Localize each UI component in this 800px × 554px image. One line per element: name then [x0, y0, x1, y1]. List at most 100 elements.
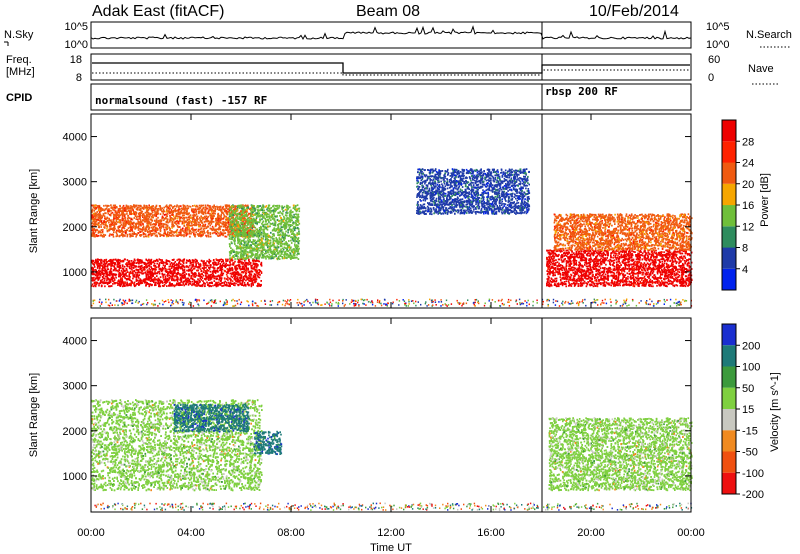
- echo-cell: [167, 260, 170, 263]
- echo-cell: [136, 233, 138, 236]
- echo-cell: [95, 260, 97, 263]
- echo-cell: [258, 271, 260, 274]
- echo-cell: [201, 277, 204, 280]
- echo-cell: [191, 261, 193, 264]
- echo-cell: [128, 229, 131, 232]
- noise-right-tick-top: 10^5: [706, 21, 730, 33]
- echo-cell: [268, 239, 271, 242]
- echo-cell: [126, 229, 128, 231]
- echo-cell: [178, 231, 180, 234]
- echo-cell: [168, 234, 170, 236]
- echo-cell: [149, 277, 152, 280]
- echo-cell: [146, 210, 148, 212]
- echo-cell: [231, 267, 233, 270]
- echo-cell: [110, 222, 112, 225]
- echo-cell: [145, 265, 147, 267]
- echo-cell: [207, 278, 209, 280]
- echo-cell: [121, 280, 123, 283]
- echo-cell: [214, 231, 217, 234]
- echo-cell: [206, 276, 209, 279]
- echo-cell: [118, 220, 120, 223]
- echo-cell: [208, 285, 211, 288]
- echo-cell: [151, 214, 154, 217]
- echo-cell: [147, 235, 150, 238]
- echo-cell: [240, 219, 243, 222]
- echo-cell: [121, 210, 124, 212]
- echo-cell: [146, 207, 149, 210]
- echo-cell: [117, 284, 119, 286]
- echo-cell: [102, 233, 105, 236]
- echo-cell: [226, 222, 228, 224]
- echo-cell: [286, 244, 289, 247]
- echo-cell: [206, 217, 208, 220]
- echo-cell: [92, 212, 95, 215]
- echo-cell: [210, 266, 212, 268]
- echo-cell: [140, 228, 142, 231]
- echo-cell: [235, 264, 237, 267]
- echo-cell: [146, 206, 149, 209]
- echo-cell: [229, 220, 232, 223]
- echo-cell: [154, 283, 156, 285]
- echo-cell: [116, 212, 118, 215]
- echo-cell: [200, 284, 202, 287]
- echo-cell: [126, 281, 128, 284]
- echo-cell: [92, 204, 95, 207]
- echo-cell: [290, 239, 292, 242]
- echo-cell: [233, 237, 236, 240]
- echo-cell: [122, 281, 125, 284]
- echo-cell: [219, 221, 222, 224]
- echo-cell: [165, 221, 168, 223]
- echo-cell: [143, 278, 145, 281]
- echo-cell: [180, 234, 183, 237]
- echo-cell: [250, 266, 253, 268]
- echo-cell: [101, 222, 103, 224]
- echo-cell: [190, 232, 192, 235]
- echo-cell: [247, 233, 250, 235]
- echo-cell: [132, 210, 135, 213]
- echo-cell: [194, 211, 196, 214]
- echo-cell: [143, 281, 146, 284]
- echo-cell: [181, 217, 184, 220]
- echo-cell: [247, 229, 249, 232]
- echo-cell: [219, 258, 221, 261]
- echo-cell: [200, 270, 203, 273]
- echo-cell: [102, 228, 104, 231]
- echo-cell: [172, 207, 174, 210]
- echo-cell: [211, 270, 214, 273]
- echo-cell: [272, 239, 275, 242]
- echo-cell: [237, 242, 239, 245]
- echo-cell: [209, 270, 212, 273]
- echo-cell: [120, 274, 122, 277]
- echo-cell: [236, 216, 239, 218]
- echo-cell: [139, 212, 142, 215]
- echo-cell: [189, 269, 192, 272]
- echo-cell: [131, 233, 134, 235]
- echo-cell: [181, 265, 184, 268]
- echo-cell: [258, 276, 261, 279]
- echo-cell: [227, 225, 230, 228]
- echo-cell: [187, 266, 190, 269]
- echo-cell: [203, 267, 206, 269]
- echo-cell: [129, 264, 132, 266]
- echo-cell: [238, 261, 241, 263]
- echo-cell: [219, 205, 222, 208]
- echo-cell: [250, 282, 253, 285]
- echo-cell: [160, 268, 162, 271]
- echo-cell: [230, 275, 233, 278]
- echo-cell: [231, 213, 233, 215]
- echo-cell: [203, 230, 205, 232]
- echo-cell: [122, 231, 124, 233]
- echo-cell: [220, 278, 222, 281]
- echo-cell: [189, 260, 191, 262]
- echo-cell: [150, 284, 153, 287]
- echo-cell: [143, 205, 145, 207]
- echo-cell: [235, 272, 238, 274]
- echo-cell: [271, 216, 273, 219]
- echo-cell: [191, 210, 194, 213]
- echo-cell: [244, 237, 247, 239]
- echo-cell: [186, 219, 189, 221]
- echo-cell: [225, 215, 227, 218]
- echo-cell: [179, 211, 181, 214]
- echo-cell: [238, 284, 240, 286]
- echo-cell: [100, 285, 103, 288]
